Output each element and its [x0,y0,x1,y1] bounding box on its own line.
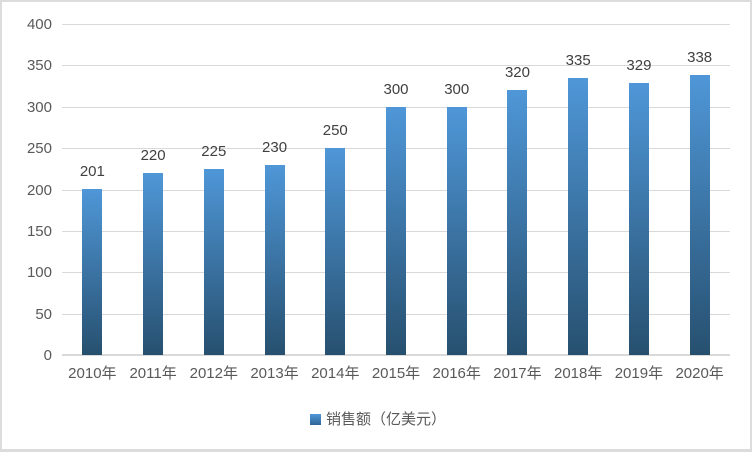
x-axis-tick-label: 2018年 [553,365,603,382]
gridline [62,65,730,67]
y-axis-tick-label: 250 [26,140,52,158]
y-axis-tick-label: 300 [26,98,52,116]
legend-marker-icon [309,414,321,425]
legend-label: 销售额（亿美元） [325,411,446,428]
bar-value-label: 230 [262,138,288,156]
bar-value-label: 335 [565,51,591,69]
bar [325,148,346,355]
bar [264,164,285,355]
bar-value-label: 338 [687,49,713,67]
x-axis-tick-label: 2015年 [371,365,421,382]
x-axis-tick-label: 2012年 [189,365,238,382]
x-axis-tick-label: 2014年 [311,365,360,382]
bar [386,106,406,355]
x-axis-tick-label: 2019年 [614,365,664,382]
y-axis-tick-label: 200 [26,181,52,199]
bar [568,77,589,355]
legend: 销售额（亿美元） [2,411,750,428]
x-axis-tick-label: 2011年 [129,365,177,382]
bar [689,75,710,355]
y-axis-tick-label: 100 [26,264,52,282]
x-axis-tick-label: 2010年 [68,365,117,382]
bar-value-label: 201 [79,162,105,180]
x-axis-tick-label: 2017年 [493,365,542,382]
bar [203,168,224,355]
bar [507,90,528,355]
bar [446,106,467,355]
bar-value-label: 300 [383,80,409,98]
bar-value-label: 300 [444,80,470,98]
y-axis-tick-label: 350 [26,57,52,75]
x-axis-line [62,354,730,356]
bar-value-label: 320 [504,64,530,82]
bar [82,188,103,355]
x-axis-tick-label: 2020年 [675,365,724,382]
bar [628,82,649,355]
bar [143,172,164,355]
bar-value-label: 225 [201,142,227,160]
gridline [62,24,730,25]
x-axis-tick-label: 2016年 [432,365,481,382]
bar-value-label: 250 [322,122,348,140]
y-axis-tick-label: 0 [43,347,52,364]
x-axis-tick-label: 2013年 [250,365,299,382]
y-axis-tick-label: 50 [35,305,52,323]
bar-value-label: 329 [626,56,652,74]
bar-value-label: 220 [140,146,166,164]
y-axis-tick-label: 400 [26,16,52,33]
y-axis-tick-label: 150 [26,222,52,240]
